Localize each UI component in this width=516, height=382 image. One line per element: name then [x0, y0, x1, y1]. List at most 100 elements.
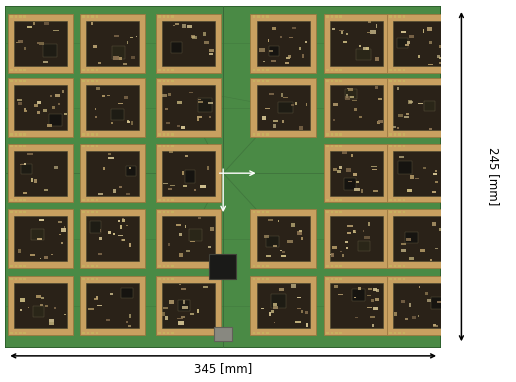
Bar	[305, 41, 307, 43]
Bar	[397, 87, 399, 90]
Bar	[19, 40, 23, 43]
Bar	[437, 55, 440, 58]
Bar	[8, 144, 73, 202]
Bar	[167, 133, 169, 136]
Bar	[369, 316, 375, 317]
Bar	[412, 316, 416, 319]
Bar	[340, 211, 342, 213]
Bar	[121, 239, 125, 241]
Bar	[37, 238, 42, 240]
Bar	[126, 225, 128, 226]
Bar	[120, 57, 122, 60]
Bar	[393, 217, 446, 261]
Bar	[49, 322, 54, 325]
Bar	[257, 80, 260, 82]
Bar	[158, 80, 160, 82]
Bar	[375, 86, 378, 89]
Bar	[44, 189, 49, 191]
Bar	[410, 35, 414, 38]
Bar	[19, 199, 22, 201]
Bar	[336, 170, 342, 173]
Bar	[439, 228, 445, 231]
Bar	[330, 151, 383, 196]
Bar	[420, 249, 425, 252]
Bar	[87, 133, 89, 136]
Bar	[291, 104, 294, 107]
Bar	[340, 80, 342, 82]
Bar	[372, 166, 377, 167]
Bar	[171, 80, 174, 82]
Bar	[266, 236, 279, 247]
Bar	[177, 101, 182, 104]
Bar	[163, 183, 168, 184]
Bar	[80, 144, 146, 202]
Bar	[253, 211, 255, 213]
Bar	[435, 170, 437, 172]
Bar	[272, 125, 276, 128]
Bar	[23, 192, 27, 194]
Bar	[10, 16, 13, 18]
Bar	[406, 238, 411, 241]
Bar	[122, 240, 125, 241]
Bar	[331, 145, 333, 147]
Bar	[95, 199, 98, 201]
Bar	[271, 294, 286, 308]
Bar	[305, 311, 308, 314]
Bar	[80, 78, 146, 137]
Text: 345 [mm]: 345 [mm]	[194, 363, 252, 376]
Bar	[269, 312, 271, 316]
Bar	[257, 69, 260, 71]
Bar	[333, 103, 338, 106]
Bar	[393, 85, 446, 130]
Bar	[340, 199, 342, 201]
Bar	[374, 288, 377, 291]
Bar	[368, 21, 371, 23]
Bar	[198, 99, 201, 100]
Bar	[29, 254, 35, 256]
Bar	[250, 78, 316, 137]
Bar	[390, 211, 392, 213]
Bar	[269, 46, 279, 56]
Bar	[163, 278, 165, 280]
Bar	[58, 103, 60, 105]
Bar	[158, 133, 160, 136]
Bar	[428, 64, 433, 65]
Bar	[168, 188, 172, 190]
Bar	[333, 119, 334, 121]
Bar	[163, 199, 165, 201]
Bar	[393, 151, 446, 196]
Bar	[198, 217, 201, 219]
Bar	[330, 21, 383, 66]
Bar	[326, 133, 329, 136]
Bar	[274, 322, 275, 324]
Bar	[10, 199, 13, 201]
Bar	[189, 313, 194, 315]
Bar	[113, 56, 119, 60]
Bar	[387, 14, 453, 73]
Bar	[272, 306, 278, 309]
Bar	[343, 151, 347, 154]
Bar	[162, 85, 215, 130]
Bar	[100, 237, 102, 240]
Bar	[37, 111, 40, 115]
Bar	[394, 265, 396, 267]
Bar	[288, 55, 291, 58]
Bar	[171, 145, 174, 147]
Bar	[326, 278, 329, 280]
Bar	[44, 256, 49, 259]
Bar	[162, 94, 167, 97]
Bar	[80, 209, 146, 268]
Bar	[87, 265, 89, 267]
Bar	[439, 62, 442, 64]
Bar	[87, 145, 89, 147]
Bar	[126, 193, 130, 195]
Bar	[171, 199, 174, 201]
Bar	[331, 80, 333, 82]
Bar	[307, 323, 308, 327]
Bar	[408, 100, 412, 104]
Bar	[335, 80, 337, 82]
Bar	[352, 289, 365, 301]
Bar	[340, 133, 342, 136]
Bar	[402, 278, 405, 280]
Bar	[82, 332, 85, 333]
